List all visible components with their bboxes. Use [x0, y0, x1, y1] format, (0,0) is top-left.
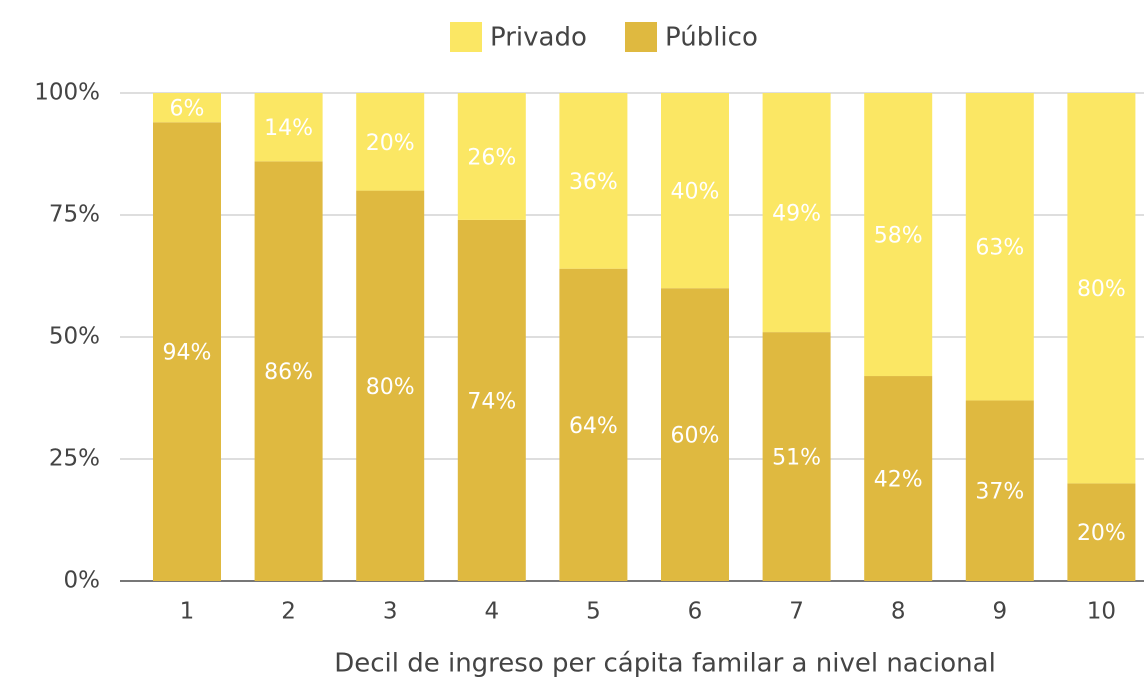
value-label: 36% — [569, 170, 618, 195]
value-label: 60% — [671, 424, 720, 449]
x-tick-label: 8 — [891, 599, 906, 625]
legend-swatch — [450, 22, 482, 52]
bar-segment — [559, 268, 628, 581]
value-label: 58% — [874, 224, 923, 249]
bar-segment — [661, 288, 729, 581]
x-tick-label: 7 — [789, 599, 804, 625]
value-label: 86% — [264, 360, 313, 385]
bar-segment — [661, 93, 729, 289]
value-label: 40% — [671, 180, 720, 205]
bar-segment — [356, 190, 425, 581]
value-label: 80% — [366, 375, 415, 400]
value-label: 26% — [467, 145, 516, 170]
value-label: 74% — [467, 389, 516, 414]
bar-segment — [153, 93, 221, 123]
value-label: 6% — [170, 97, 205, 122]
x-tick-label: 5 — [586, 599, 601, 625]
value-label: 49% — [772, 202, 821, 227]
bar-segment — [254, 93, 323, 162]
bar-segment — [254, 161, 323, 581]
value-label: 63% — [975, 236, 1024, 261]
bar-segment — [559, 93, 628, 269]
value-label: 20% — [1077, 521, 1126, 546]
x-tick-label: 2 — [281, 599, 296, 625]
bar-segment — [762, 332, 831, 581]
bar-segment — [762, 93, 831, 333]
y-tick-label: 50% — [49, 324, 100, 350]
legend-swatch — [625, 22, 657, 52]
x-axis-label: Decil de ingreso per cápita familar a ni… — [334, 649, 996, 679]
x-tick-label: 10 — [1087, 599, 1116, 625]
y-tick-label: 100% — [34, 80, 100, 106]
value-label: 80% — [1077, 277, 1126, 302]
bar-segment — [153, 122, 221, 581]
value-label: 20% — [366, 131, 415, 156]
bar-segment — [864, 93, 933, 377]
value-label: 14% — [264, 116, 313, 141]
value-label: 94% — [163, 341, 212, 366]
value-label: 37% — [975, 480, 1024, 505]
bar-segment — [965, 400, 1034, 581]
x-tick-label: 3 — [383, 599, 398, 625]
y-tick-label: 0% — [64, 568, 101, 594]
y-tick-label: 75% — [49, 202, 100, 228]
bar-segment — [1067, 93, 1136, 484]
x-tick-label: 9 — [992, 599, 1007, 625]
bar-segment — [457, 219, 526, 581]
value-label: 42% — [874, 468, 923, 493]
x-tick-label: 6 — [688, 599, 703, 625]
bar-segment — [1067, 483, 1136, 581]
bar-segment — [864, 376, 933, 581]
x-tick-label: 4 — [484, 599, 499, 625]
bar-segment — [457, 93, 526, 220]
bar-segment — [356, 93, 425, 191]
x-tick-label: 1 — [180, 599, 195, 625]
legend-label: Público — [665, 23, 758, 53]
legend-label: Privado — [490, 23, 587, 53]
value-label: 64% — [569, 414, 618, 439]
bar-segment — [965, 93, 1034, 401]
y-tick-label: 25% — [49, 446, 100, 472]
value-label: 51% — [772, 446, 821, 471]
